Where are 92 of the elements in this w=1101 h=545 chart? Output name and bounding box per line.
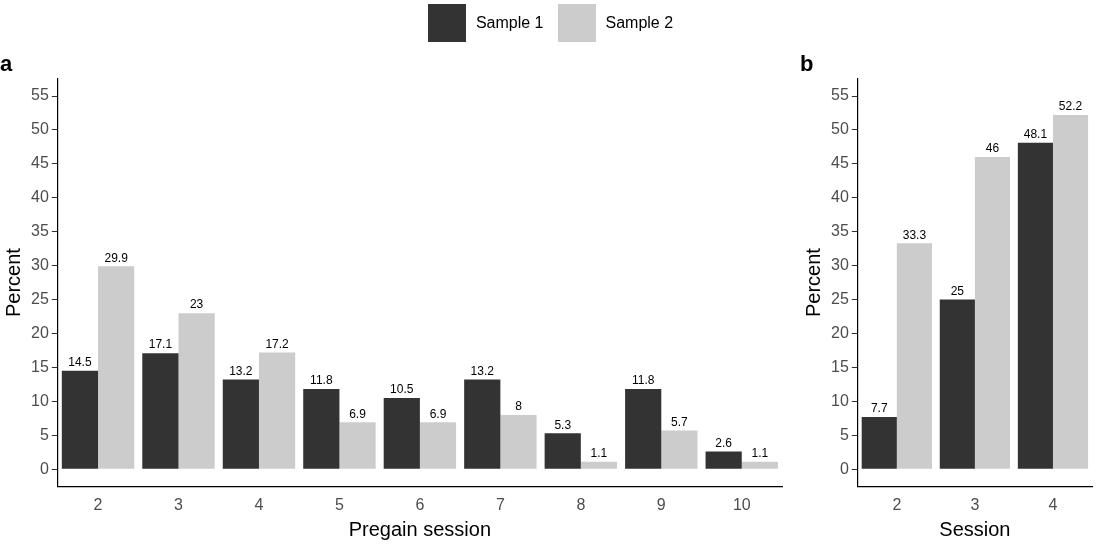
bar <box>861 416 897 469</box>
data-label: 1.1 <box>590 446 608 461</box>
bar <box>178 313 215 469</box>
chart-title: b <box>800 51 814 77</box>
bar <box>383 397 420 469</box>
bar <box>1017 142 1053 469</box>
x-tick-label: 8 <box>576 495 586 513</box>
data-label: 17.2 <box>265 336 290 351</box>
bar <box>419 422 457 469</box>
bar <box>580 461 618 469</box>
x-axis-title: Session <box>939 517 1011 540</box>
y-tick-label: 50 <box>31 120 49 138</box>
data-label: 29.9 <box>104 250 129 265</box>
y-tick-label: 0 <box>839 459 849 477</box>
bar <box>896 243 932 469</box>
bar <box>661 430 698 469</box>
y-tick-label: 15 <box>31 357 49 375</box>
bar <box>142 353 179 469</box>
y-tick-label: 30 <box>831 256 849 274</box>
y-tick-label: 25 <box>31 289 49 307</box>
y-tick-label: 45 <box>831 154 849 172</box>
x-tick-label: 2 <box>892 495 902 513</box>
bar <box>625 389 662 469</box>
data-label: 11.8 <box>631 373 655 388</box>
x-tick-label: 4 <box>254 495 264 513</box>
x-tick-label: 7 <box>495 495 505 513</box>
legend-label: Sample 1 <box>475 14 544 32</box>
data-label: 6.9 <box>429 406 447 421</box>
data-label: 10.5 <box>390 382 414 397</box>
data-label: 33.3 <box>902 227 927 242</box>
bar <box>1052 115 1089 469</box>
data-label: 25 <box>950 283 965 298</box>
data-label: 14.5 <box>68 355 92 370</box>
chart-title: a <box>0 51 13 77</box>
data-label: 23 <box>189 297 204 312</box>
y-tick-label: 20 <box>31 323 49 341</box>
y-axis-title: Percent <box>801 247 824 318</box>
data-label: 52.2 <box>1058 99 1083 114</box>
bar <box>258 352 296 469</box>
y-tick-label: 5 <box>39 425 49 443</box>
data-label: 17.1 <box>148 337 173 352</box>
x-axis-title: Pregain session <box>348 517 492 540</box>
y-axis-title: Percent <box>1 247 24 318</box>
x-tick-label: 4 <box>1048 495 1058 513</box>
data-label: 11.8 <box>310 373 333 388</box>
y-tick-label: 0 <box>39 459 49 477</box>
data-label: 5.3 <box>554 417 572 432</box>
data-label: 2.6 <box>715 435 733 450</box>
y-tick-label: 50 <box>831 120 849 138</box>
bar <box>61 370 99 469</box>
x-tick-label: 6 <box>415 495 425 513</box>
y-tick-label: 55 <box>831 86 849 104</box>
y-tick-label: 40 <box>831 188 849 206</box>
bar <box>939 299 975 469</box>
bar <box>974 157 1011 469</box>
y-tick-label: 45 <box>31 154 49 172</box>
y-tick-label: 35 <box>31 222 49 240</box>
bar <box>303 389 340 469</box>
data-label: 8 <box>515 399 523 414</box>
x-tick-label: 9 <box>656 495 666 513</box>
bar <box>464 379 501 469</box>
data-label: 48.1 <box>1023 127 1048 142</box>
data-label: 5.7 <box>671 414 689 429</box>
bar <box>222 379 259 469</box>
y-tick-label: 20 <box>831 323 849 341</box>
data-label: 13.2 <box>229 363 253 378</box>
bar <box>544 433 581 469</box>
data-label: 1.1 <box>751 446 769 461</box>
x-tick-label: 2 <box>93 495 103 513</box>
bar <box>705 451 742 469</box>
y-tick-label: 10 <box>831 391 849 409</box>
bar <box>339 422 376 469</box>
x-tick-label: 5 <box>334 495 344 513</box>
bar <box>741 461 778 469</box>
bar <box>500 414 537 469</box>
y-tick-label: 35 <box>831 222 849 240</box>
y-tick-label: 55 <box>31 86 49 104</box>
data-label: 13.2 <box>470 363 495 378</box>
x-tick-label: 10 <box>732 495 751 513</box>
y-tick-label: 25 <box>831 289 849 307</box>
legend-label: Sample 2 <box>605 14 674 32</box>
data-label: 7.7 <box>870 401 888 416</box>
bar <box>98 266 135 469</box>
y-tick-label: 10 <box>31 391 49 409</box>
data-label: 6.9 <box>349 406 367 421</box>
y-tick-label: 15 <box>831 357 849 375</box>
y-tick-label: 30 <box>31 256 49 274</box>
y-tick-label: 40 <box>31 188 49 206</box>
x-tick-label: 3 <box>970 495 980 513</box>
data-label: 46 <box>985 141 1000 156</box>
x-tick-label: 3 <box>174 495 184 513</box>
y-tick-label: 5 <box>839 425 849 443</box>
